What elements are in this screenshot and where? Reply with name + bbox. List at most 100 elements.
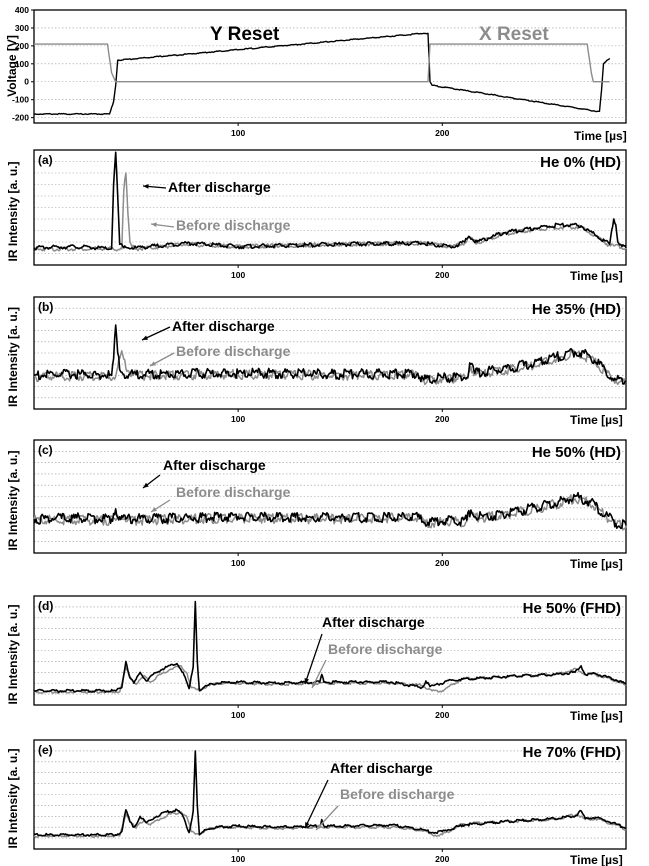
y-axis-label-b: IR Intensity [a. u.] bbox=[6, 307, 20, 407]
panel-label-c: (c) bbox=[38, 443, 53, 457]
after-discharge-trace-e bbox=[33, 750, 627, 837]
after-discharge-arrow-b-head bbox=[142, 335, 148, 340]
before-discharge-arrow-a-head bbox=[151, 222, 157, 228]
before-discharge-annotation-d: Before discharge bbox=[328, 641, 443, 657]
x-ticks-c: 100 200 bbox=[231, 553, 450, 568]
y-axis-label-voltage: Voltage [V] bbox=[5, 35, 19, 97]
before-discharge-annotation-e: Before discharge bbox=[340, 786, 455, 802]
before-discharge-arrow-d-head bbox=[312, 682, 317, 688]
grid-a bbox=[34, 161, 626, 254]
before-discharge-trace-c bbox=[33, 494, 627, 531]
x-ticks-e: 100 200 bbox=[231, 849, 450, 864]
panel-b: 100 200 Time [µs] IR Intensity [a. u.] (b) He… bbox=[6, 296, 627, 427]
panel-label-b: (b) bbox=[38, 300, 53, 314]
x-tick-label-1: 200 bbox=[435, 414, 449, 424]
grid-c bbox=[34, 450, 626, 543]
after-discharge-trace-c bbox=[33, 491, 627, 530]
series-c bbox=[33, 491, 627, 531]
series-a bbox=[33, 151, 627, 252]
y-axis-label-a: IR Intensity [a. u.] bbox=[6, 161, 20, 261]
x-tick-label-0: 100 bbox=[231, 854, 245, 864]
x-tick-label-0: 100 bbox=[231, 128, 245, 138]
panel-d: 100 200 Time [µs] IR Intensity [a. u.] (d) He… bbox=[6, 595, 627, 723]
y-tick-label-4: 200 bbox=[15, 41, 29, 51]
after-discharge-arrow-d bbox=[304, 633, 323, 685]
before-discharge-arrow-e-head bbox=[316, 824, 322, 830]
y-tick-label-1: -100 bbox=[12, 95, 29, 105]
y-tick-label-3: 100 bbox=[15, 59, 29, 69]
plot-frame-a bbox=[33, 149, 627, 266]
x-tick-label-0: 100 bbox=[231, 558, 245, 568]
after-discharge-annotation-c: After discharge bbox=[163, 457, 266, 473]
y-axis-label-e: IR Intensity [a. u.] bbox=[6, 748, 20, 848]
condition-label-e: He 70% (FHD) bbox=[523, 744, 621, 761]
x-ticks-d: 100 200 bbox=[231, 705, 450, 720]
x-axis-label-b: Time [µs] bbox=[570, 413, 623, 427]
x-tick-label-0: 100 bbox=[231, 710, 245, 720]
panel-label-d: (d) bbox=[38, 599, 53, 613]
panel-a: 100 200 Time [µs] IR Intensity [a. u.] (a) He… bbox=[6, 149, 627, 283]
plot-frame-voltage bbox=[33, 9, 627, 124]
y-tick-label-2: 0 bbox=[24, 77, 29, 87]
before-discharge-annotation-c: Before discharge bbox=[176, 484, 291, 500]
panel-e: 100 200 Time [µs] IR Intensity [a. u.] (e) He… bbox=[6, 739, 627, 866]
x-tick-label-0: 100 bbox=[231, 270, 245, 280]
y-tick-label-6: 400 bbox=[15, 5, 29, 15]
before-discharge-arrow-b-head bbox=[150, 361, 156, 366]
after-discharge-arrow-e-head bbox=[305, 822, 310, 828]
series-b bbox=[33, 324, 627, 386]
after-discharge-trace-d bbox=[33, 600, 627, 693]
series-e bbox=[33, 750, 627, 838]
panel-label-e: (e) bbox=[38, 743, 53, 757]
after-discharge-annotation-e: After discharge bbox=[330, 760, 433, 776]
panel-c: 100 200 Time [µs] IR Intensity [a. u.] (c) He… bbox=[6, 439, 627, 571]
x-axis-label-a: Time [µs] bbox=[570, 269, 623, 283]
after-discharge-annotation-b: After discharge bbox=[172, 318, 275, 334]
condition-label-b: He 35% (HD) bbox=[532, 301, 621, 318]
x-tick-label-1: 200 bbox=[435, 558, 449, 568]
before-discharge-annotation-a: Before discharge bbox=[176, 217, 291, 233]
after-discharge-arrow-e bbox=[304, 779, 329, 829]
panel-voltage: -200 -100 0 100 200 300 400 100 200 Voltage [V]… bbox=[5, 5, 627, 143]
plot-frame-e bbox=[33, 739, 627, 850]
x-axis-label-c: Time [µs] bbox=[570, 557, 623, 571]
x-ticks-b: 100 200 bbox=[231, 409, 450, 424]
x-tick-label-1: 200 bbox=[435, 270, 449, 280]
after-discharge-annotation-a: After discharge bbox=[168, 179, 271, 195]
x-tick-label-1: 200 bbox=[435, 854, 449, 864]
y-axis-label-d: IR Intensity [a. u.] bbox=[6, 604, 20, 704]
y-tick-label-0: -200 bbox=[12, 113, 29, 123]
voltage-trace-1 bbox=[33, 32, 611, 116]
after-discharge-trace-a bbox=[33, 151, 627, 251]
x-tick-label-1: 200 bbox=[435, 710, 449, 720]
condition-label-d: He 50% (FHD) bbox=[523, 600, 621, 617]
y-reset-label: Y Reset bbox=[210, 24, 280, 45]
after-discharge-arrow-c-head bbox=[143, 482, 149, 488]
x-axis-label-voltage: Time [µs] bbox=[574, 129, 627, 143]
x-axis-label-e: Time [µs] bbox=[570, 853, 623, 866]
y-axis-label-c: IR Intensity [a. u.] bbox=[6, 450, 20, 550]
series-voltage bbox=[33, 32, 611, 116]
panel-label-a: (a) bbox=[38, 153, 53, 167]
plot-frame-c bbox=[33, 439, 627, 554]
after-discharge-arrow-d-head bbox=[304, 678, 309, 684]
after-discharge-arrow-a-head bbox=[143, 184, 149, 189]
before-discharge-trace-b bbox=[33, 349, 627, 386]
x-tick-label-1: 200 bbox=[435, 128, 449, 138]
grid-d bbox=[34, 606, 626, 695]
x-axis-label-d: Time [µs] bbox=[570, 709, 623, 723]
plot-frame-d bbox=[33, 595, 627, 706]
voltage-trace-2 bbox=[34, 43, 610, 83]
x-reset-label: X Reset bbox=[479, 24, 549, 45]
condition-label-c: He 50% (HD) bbox=[532, 444, 621, 461]
plot-frame-b bbox=[33, 296, 627, 410]
series-d bbox=[33, 600, 627, 694]
y-tick-label-5: 300 bbox=[15, 23, 29, 33]
after-discharge-trace-b bbox=[33, 324, 627, 385]
x-ticks-a: 100 200 bbox=[231, 265, 450, 280]
condition-label-a: He 0% (HD) bbox=[540, 154, 621, 171]
x-ticks-voltage: 100 200 bbox=[231, 123, 450, 138]
before-discharge-arrow-c-head bbox=[151, 507, 157, 512]
x-tick-label-0: 100 bbox=[231, 414, 245, 424]
